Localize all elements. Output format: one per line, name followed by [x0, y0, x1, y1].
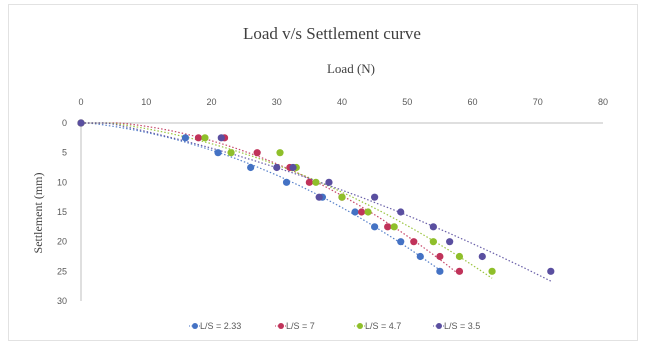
data-point: [371, 193, 379, 201]
data-point: [312, 178, 320, 186]
y-tick-label: 30: [57, 296, 67, 306]
x-axis-title: Load (N): [327, 61, 375, 76]
y-tick-label: 5: [62, 148, 67, 158]
data-point: [247, 163, 255, 172]
x-tick-label: 10: [141, 97, 151, 107]
data-point: [455, 267, 464, 275]
data-point: [384, 223, 392, 231]
data-point: [371, 223, 379, 231]
data-point: [305, 178, 313, 186]
data-point: [194, 134, 203, 142]
x-tick-label: 40: [337, 97, 347, 107]
data-point: [429, 223, 437, 231]
x-tick-labels: 0 10 20 30 40 50 60 70 80: [78, 97, 608, 107]
y-tick-label: 25: [57, 266, 67, 276]
data-point: [217, 134, 225, 142]
legend-label: L/S = 7: [286, 321, 315, 331]
x-tick-label: 20: [206, 97, 216, 107]
x-tick-label: 50: [402, 97, 412, 107]
data-point: [315, 193, 323, 201]
data-point: [77, 119, 85, 127]
data-point: [397, 208, 405, 216]
x-tick-label: 70: [533, 97, 543, 107]
x-tick-label: 30: [272, 97, 282, 107]
y-tick-label: 15: [57, 207, 67, 217]
x-tick-label: 80: [598, 97, 608, 107]
data-point: [325, 178, 333, 186]
data-point: [436, 267, 444, 275]
trendline: [81, 122, 441, 271]
legend-label: L/S = 3.5: [444, 321, 480, 331]
data-point: [273, 163, 281, 172]
data-point: [390, 223, 398, 231]
data-point: [478, 252, 486, 261]
y-tick-labels: 0 5 10 15 20 25 30: [57, 118, 67, 306]
data-point: [364, 208, 372, 216]
y-tick-label: 0: [62, 118, 67, 128]
x-tick-label: 60: [467, 97, 477, 107]
data-point: [227, 149, 235, 157]
data-point: [276, 149, 284, 157]
legend-label: L/S = 4.7: [365, 321, 401, 331]
data-point: [289, 163, 297, 172]
data-point: [253, 149, 261, 157]
x-tick-label: 0: [78, 97, 83, 107]
data-point: [397, 238, 405, 246]
chart-title: Load v/s Settlement curve: [243, 24, 421, 43]
chart: Load v/s Settlement curve Load (N) Settl…: [31, 24, 608, 331]
data-point: [351, 208, 359, 216]
data-point: [547, 267, 555, 275]
data-point: [357, 208, 366, 216]
trendline: [81, 122, 493, 279]
data-point: [455, 252, 464, 261]
data-point: [410, 238, 418, 246]
legend-label: L/S = 2.33: [200, 321, 241, 331]
axes: [80, 122, 603, 301]
y-tick-label: 20: [57, 237, 67, 247]
data-point: [338, 193, 346, 201]
data-point: [446, 238, 454, 246]
y-axis-title: Settlement (mm): [31, 173, 45, 254]
y-tick-label: 10: [57, 177, 67, 187]
data-points: [77, 119, 555, 275]
trendline: [81, 122, 460, 276]
data-point: [436, 252, 444, 261]
legend: L/S = 2.33 L/S = 7 L/S = 4.7 L/S = 3.5: [189, 321, 480, 331]
data-point: [214, 149, 222, 157]
data-point: [181, 134, 189, 142]
data-point: [282, 178, 291, 186]
data-point: [429, 238, 437, 246]
data-point: [201, 134, 209, 142]
chart-frame: Load v/s Settlement curve Load (N) Settl…: [8, 4, 638, 341]
data-point: [488, 267, 496, 275]
data-point: [416, 252, 424, 261]
